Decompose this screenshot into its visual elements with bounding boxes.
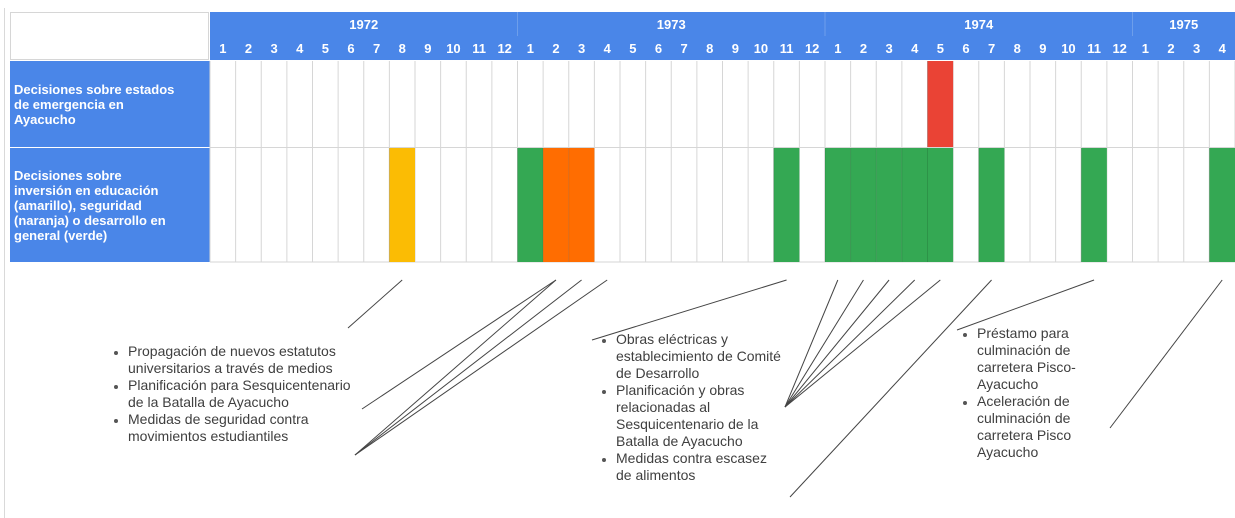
connector-line bbox=[784, 279, 839, 408]
month-label: 8 bbox=[399, 41, 406, 56]
month-label: 9 bbox=[1039, 41, 1046, 56]
month-label: 11 bbox=[472, 41, 486, 56]
month-label: 5 bbox=[322, 41, 329, 56]
bar-desarrollo bbox=[825, 148, 851, 262]
year-label: 1972 bbox=[349, 17, 378, 32]
annotation-item: Aceleración de culminación de carretera … bbox=[977, 393, 1097, 461]
month-label: 4 bbox=[296, 41, 304, 56]
connector-line bbox=[784, 279, 864, 408]
month-label: 11 bbox=[1087, 41, 1101, 56]
connector-line bbox=[361, 279, 557, 410]
connector-line bbox=[956, 279, 1095, 331]
month-label: 1 bbox=[219, 41, 226, 56]
connector-line bbox=[354, 279, 557, 456]
month-label: 4 bbox=[911, 41, 919, 56]
month-label: 2 bbox=[860, 41, 867, 56]
annotation-item: Préstamo para culminación de carretera P… bbox=[977, 325, 1097, 393]
bar-desarrollo bbox=[978, 148, 1005, 262]
bar-desarrollo bbox=[850, 148, 877, 262]
row-label-text: Decisiones sobre inversión en educación … bbox=[14, 167, 166, 243]
annotation-item: Medidas contra escasez de alimentos bbox=[616, 450, 781, 484]
connector-line bbox=[784, 279, 890, 408]
month-label: 7 bbox=[373, 41, 380, 56]
connector-line bbox=[347, 279, 403, 329]
connector-line bbox=[784, 279, 916, 408]
connector-line bbox=[1109, 279, 1223, 429]
month-label: 10 bbox=[446, 41, 460, 56]
bar-desarrollo bbox=[927, 148, 954, 262]
month-label: 12 bbox=[805, 41, 819, 56]
month-label: 12 bbox=[1112, 41, 1126, 56]
month-label: 6 bbox=[962, 41, 969, 56]
header-corner-cell bbox=[10, 12, 209, 60]
bar-desarrollo bbox=[517, 148, 544, 262]
row-label-emergencia: Decisiones sobre estados de emergencia e… bbox=[10, 61, 210, 147]
bar-desarrollo bbox=[876, 148, 902, 262]
month-label: 3 bbox=[270, 41, 277, 56]
month-label: 6 bbox=[655, 41, 662, 56]
bar-desarrollo bbox=[901, 148, 928, 262]
bar-desarrollo bbox=[1081, 148, 1107, 262]
month-label: 9 bbox=[732, 41, 739, 56]
month-label: 2 bbox=[1167, 41, 1174, 56]
month-label: 4 bbox=[1219, 41, 1227, 56]
month-label: 8 bbox=[1014, 41, 1021, 56]
bar-seguridad bbox=[568, 148, 595, 262]
row-label-inversion: Decisiones sobre inversión en educación … bbox=[10, 148, 210, 262]
annotation-item: Medidas de seguridad contra movimientos … bbox=[128, 411, 378, 445]
bar-desarrollo bbox=[773, 148, 800, 262]
month-label: 10 bbox=[1061, 41, 1075, 56]
month-label: 2 bbox=[245, 41, 252, 56]
annotation-group-3: Préstamo para culminación de carretera P… bbox=[955, 325, 1105, 461]
month-label: 3 bbox=[1193, 41, 1200, 56]
annotation-group-1: Propagación de nuevos estatutos universi… bbox=[106, 343, 396, 445]
header-background bbox=[210, 12, 1235, 60]
month-label: 5 bbox=[937, 41, 944, 56]
bar-emergencia bbox=[927, 61, 954, 147]
month-label: 9 bbox=[424, 41, 431, 56]
month-label: 7 bbox=[988, 41, 995, 56]
month-label: 6 bbox=[347, 41, 354, 56]
frame-border bbox=[4, 8, 5, 518]
month-label: 4 bbox=[604, 41, 612, 56]
month-label: 8 bbox=[706, 41, 713, 56]
annotation-item: Propagación de nuevos estatutos universi… bbox=[128, 343, 396, 377]
connector-line bbox=[354, 279, 582, 456]
month-label: 3 bbox=[885, 41, 892, 56]
month-label: 5 bbox=[629, 41, 636, 56]
month-label: 2 bbox=[552, 41, 559, 56]
annotation-group-2: Obras eléctricas y establecimiento de Co… bbox=[594, 331, 804, 484]
bar-seguridad bbox=[543, 148, 569, 262]
bar-desarrollo bbox=[1209, 148, 1235, 262]
annotation-item: Planificación y obras relacionadas al Se… bbox=[616, 382, 801, 450]
month-label: 1 bbox=[834, 41, 841, 56]
month-label: 3 bbox=[578, 41, 585, 56]
month-label: 11 bbox=[780, 41, 794, 56]
annotation-item: Planificación para Sesquicentenario de l… bbox=[128, 377, 368, 411]
bar-educacion bbox=[389, 148, 415, 262]
connector-line bbox=[591, 279, 787, 341]
year-label: 1974 bbox=[964, 17, 994, 32]
year-label: 1973 bbox=[657, 17, 686, 32]
connector-line bbox=[354, 279, 608, 456]
month-label: 12 bbox=[497, 41, 511, 56]
month-label: 1 bbox=[1142, 41, 1149, 56]
connector-line bbox=[784, 279, 941, 408]
connector-line bbox=[789, 279, 992, 498]
month-label: 10 bbox=[754, 41, 768, 56]
month-label: 1 bbox=[527, 41, 534, 56]
annotation-item: Obras eléctricas y establecimiento de Co… bbox=[616, 331, 781, 382]
row-label-text: Decisiones sobre estados de emergencia e… bbox=[14, 81, 175, 127]
month-label: 7 bbox=[680, 41, 687, 56]
year-label: 1975 bbox=[1169, 17, 1198, 32]
